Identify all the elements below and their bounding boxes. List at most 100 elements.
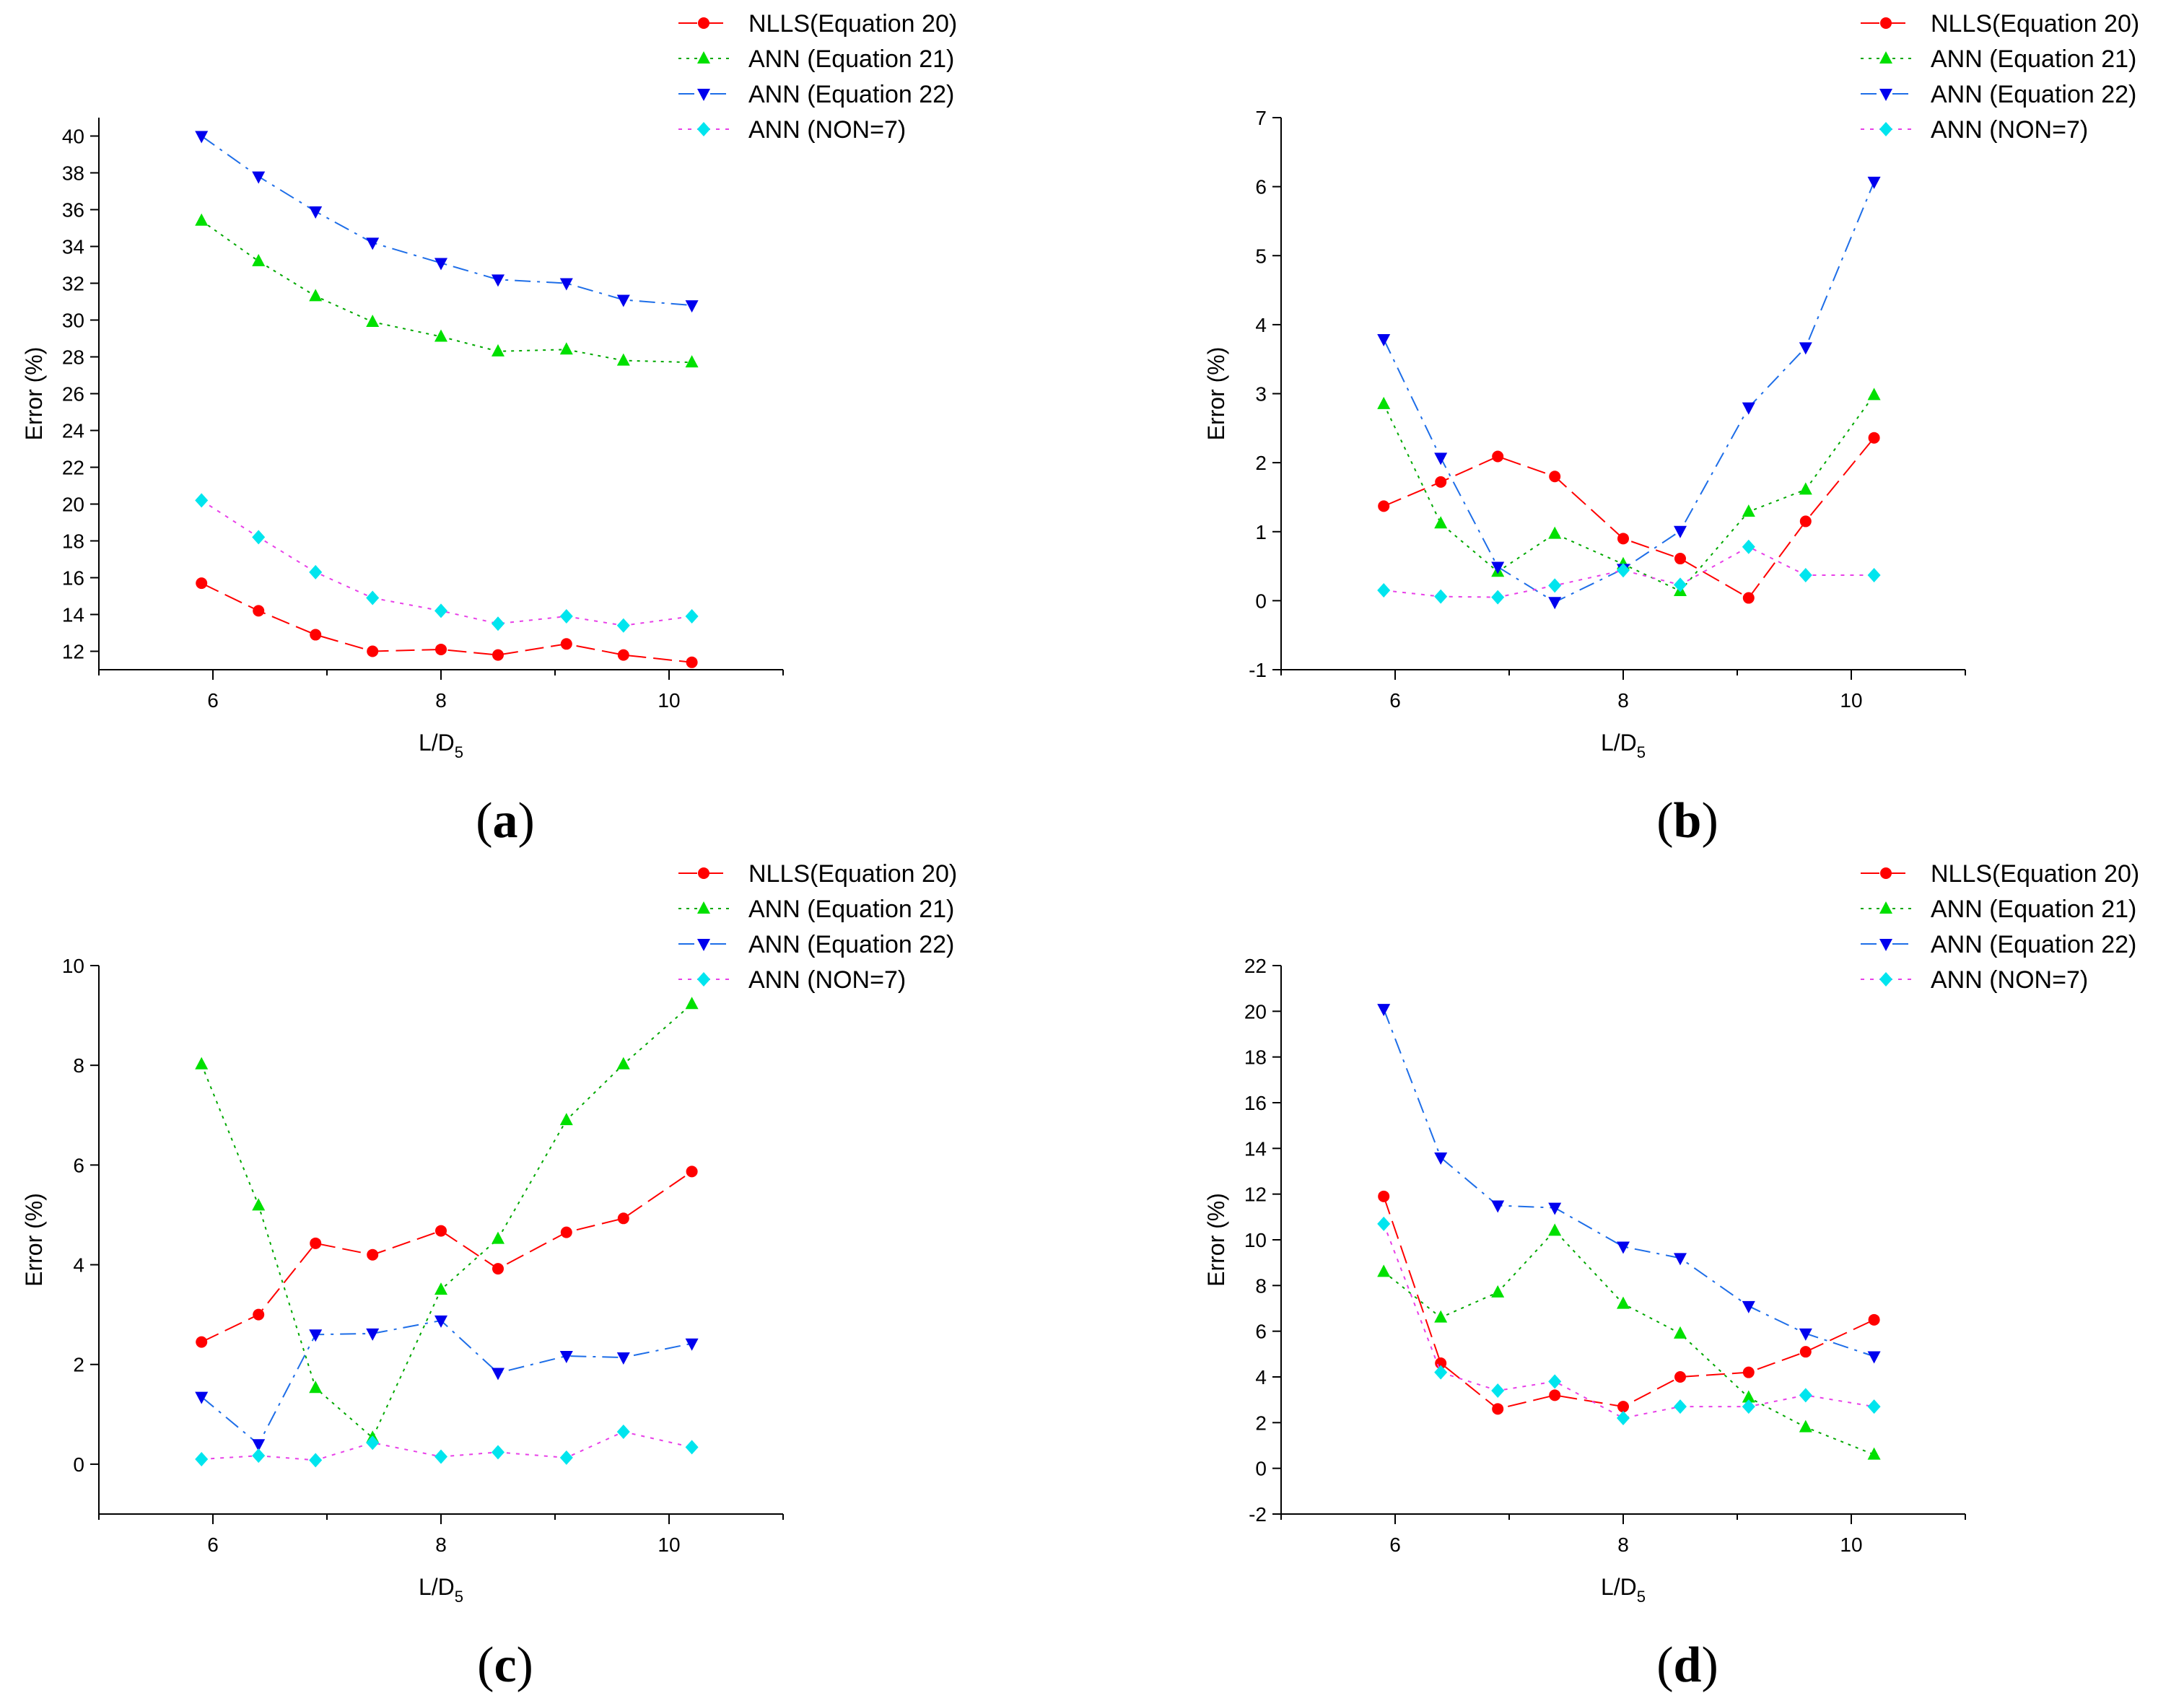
legend-item-nlls-eq20: NLLS(Equation 20) [1861,860,2139,888]
data-point [1377,396,1391,409]
data-point [560,1226,572,1238]
legend-label: ANN (Equation 22) [748,931,954,958]
data-point [559,278,573,291]
data-point [1867,1447,1881,1460]
y-axis-title: Error (%) [1203,347,1229,441]
series-ann-eq22 [1377,176,1881,610]
data-point [1617,1241,1630,1254]
legend-item-ann-non7: ANN (NON=7) [1861,966,2088,994]
series-ann-non7 [1377,539,1881,605]
y-tick-label: 14 [1244,1137,1267,1160]
data-point [492,649,504,661]
data-point [309,289,323,302]
series-line [1383,1229,1874,1456]
data-point [1492,1403,1504,1415]
data-point [366,590,380,605]
data-point [310,1237,322,1249]
data-point [252,1198,266,1211]
x-tick-label: 6 [1389,1534,1401,1556]
y-axis-title: Error (%) [21,347,47,441]
data-point [1434,516,1448,529]
data-point [1548,597,1562,610]
data-point [616,618,630,633]
series-line [201,1319,692,1445]
y-tick-label: 1 [1255,521,1267,543]
legend-item-ann-eq22: ANN (Equation 22) [678,931,954,958]
data-point [309,1329,323,1342]
data-point [1549,471,1561,483]
series-line [1383,1008,1874,1357]
y-tick-label: 6 [1255,1321,1267,1343]
y-tick-label: 36 [62,199,84,222]
x-tick-label: 10 [1840,689,1862,712]
y-tick-label: 6 [73,1154,84,1176]
x-axis-title: L/D5 [1601,1574,1646,1606]
data-point [434,1449,447,1464]
data-point [616,294,630,307]
legend-label: ANN (NON=7) [1931,116,2088,144]
panel-d: -2 0 2 4 6 8 10 12 14 16 18 20 22 6 8 10 L/D5 Error (%) NL… [1203,860,2139,1693]
data-point [685,1338,699,1351]
legend-item-ann-eq22: ANN (Equation 22) [678,81,954,108]
legend-label: ANN (Equation 21) [748,45,954,73]
series-ann-eq22 [195,1315,699,1452]
data-point [1434,589,1448,604]
legend-label: NLLS(Equation 20) [748,860,957,888]
y-tick-label: 20 [1244,1000,1267,1023]
data-point [1548,1374,1562,1389]
y-tick-label: 2 [1255,1412,1267,1434]
data-point [1799,482,1812,495]
data-point [309,1381,323,1394]
data-point [1799,1388,1812,1403]
data-point [253,1308,265,1321]
series-nlls-eq20 [1378,432,1880,604]
data-point [1491,1383,1505,1398]
data-point [1548,578,1562,593]
data-point [1799,515,1812,528]
data-point [434,1282,447,1295]
x-tick-label: 6 [1389,689,1401,712]
series-line [1383,1223,1874,1420]
legend-label: NLLS(Equation 20) [1931,10,2139,38]
legend-item-ann-eq22: ANN (Equation 22) [1861,931,2136,958]
data-point [1868,1313,1880,1326]
data-point [1491,561,1505,574]
data-point [366,237,380,250]
data-point [1377,333,1391,346]
data-point [1617,533,1629,545]
data-point [686,1165,698,1178]
y-tick-label: 16 [62,567,84,590]
data-point [685,1440,699,1455]
data-point [252,1439,266,1452]
data-point [492,344,504,356]
panel-c: 0 2 4 6 8 10 6 8 10 L/D5 Error (%) NLLS(Equation 20… [21,860,957,1693]
legend-marker [1879,122,1892,136]
data-point [309,1453,323,1468]
data-point [1674,553,1686,565]
panel-label-close: ) [1701,793,1718,849]
legend-marker [697,51,710,64]
data-point [309,564,323,579]
data-point [1434,1310,1448,1323]
series-line [201,1171,693,1343]
data-point [1548,526,1562,539]
legend-label: ANN (Equation 22) [1931,931,2136,958]
y-tick-label: 28 [62,346,84,369]
legend-item-nlls-eq20: NLLS(Equation 20) [1861,10,2139,38]
data-point [492,616,504,631]
legend-label: ANN (Equation 22) [1931,81,2136,108]
x-axis-title-main: L/D [1601,1574,1637,1600]
legend-item-ann-non7: ANN (NON=7) [1861,116,2088,144]
x-axis-title-main: L/D [419,1574,455,1600]
legend-marker [697,972,710,987]
data-point [1674,577,1687,592]
x-tick-label: 6 [207,689,219,712]
data-point [1867,1399,1881,1414]
series-ann-non7 [195,1425,699,1468]
y-tick-label: 24 [62,420,84,442]
y-axis-title: Error (%) [1203,1193,1229,1287]
data-point [1491,1200,1505,1213]
data-point [434,1315,447,1328]
y-tick-label: 0 [73,1453,84,1476]
